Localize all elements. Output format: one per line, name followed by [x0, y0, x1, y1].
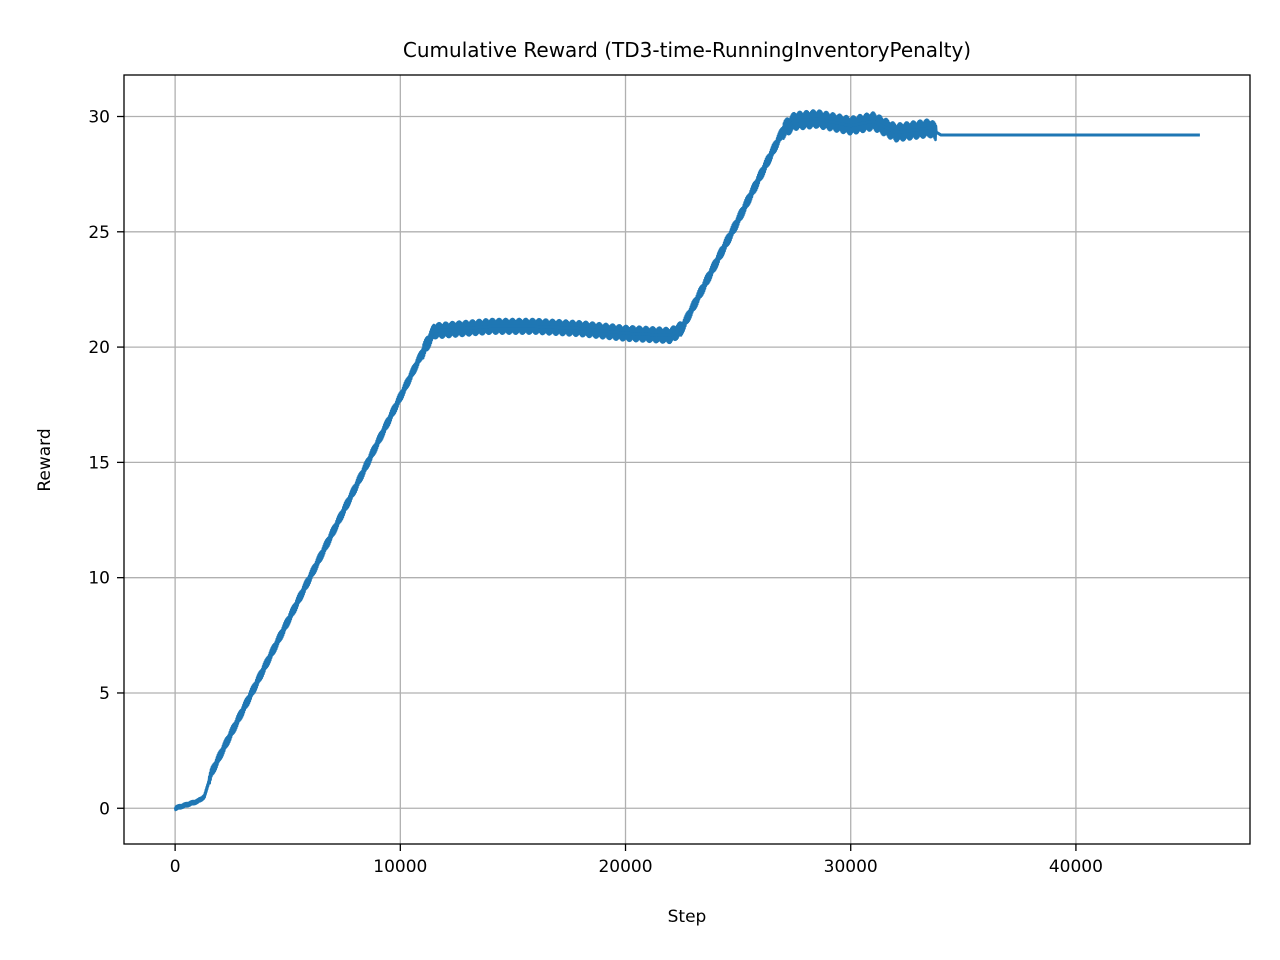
x-tick-label: 10000	[373, 857, 427, 877]
y-tick-label: 30	[88, 108, 110, 128]
x-tick-label: 40000	[1049, 857, 1103, 877]
x-tick-label: 30000	[824, 857, 878, 877]
axes-frame	[123, 74, 1251, 845]
y-tick-label: 5	[99, 684, 110, 704]
x-axis-label: Step	[668, 907, 707, 927]
chart-title: Cumulative Reward (TD3-time-RunningInven…	[403, 38, 971, 62]
y-tick-label: 20	[88, 338, 110, 358]
x-tick-label: 0	[170, 857, 181, 877]
y-tick-label: 10	[88, 569, 110, 589]
x-axis-ticks: 0 10000 20000 30000 40000	[170, 844, 1103, 877]
plot-area	[124, 75, 1250, 844]
reward-series-line	[174, 117, 1200, 810]
x-tick-label: 20000	[598, 857, 652, 877]
y-tick-label: 25	[88, 223, 110, 243]
y-axis-label: Reward	[35, 428, 55, 491]
y-tick-label: 0	[99, 799, 110, 819]
y-axis-ticks: 0 5 10 15 20 25 30	[88, 108, 124, 819]
series-layer	[173, 109, 1201, 812]
y-tick-label: 15	[88, 453, 110, 473]
